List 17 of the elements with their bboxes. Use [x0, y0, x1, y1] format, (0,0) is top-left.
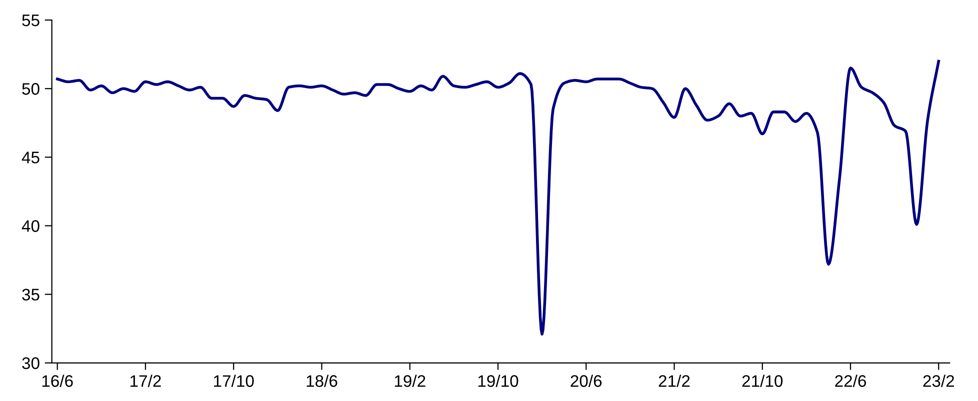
x-tick-label: 20/6 [570, 374, 602, 387]
y-tick-label: 50 [22, 83, 40, 95]
x-tick-label: 19/2 [394, 374, 426, 387]
x-tick-label: 17/2 [130, 374, 161, 387]
y-tick-label: 40 [22, 220, 40, 232]
x-tick-label: 22/6 [835, 374, 866, 387]
x-tick-label: 16/6 [42, 374, 73, 387]
y-tick-label: 55 [22, 14, 40, 26]
x-tick-label: 17/10 [214, 374, 254, 387]
y-tick-label: 30 [22, 357, 40, 370]
y-tick-label: 45 [22, 152, 40, 164]
y-tick-label: 35 [22, 288, 40, 301]
x-tick-label: 21/10 [742, 374, 783, 387]
x-tick-label: 18/6 [306, 374, 338, 387]
x-tick-label: 23/2 [923, 374, 954, 387]
x-tick-label: 19/10 [478, 374, 518, 387]
x-tick-label: 21/2 [658, 374, 690, 387]
